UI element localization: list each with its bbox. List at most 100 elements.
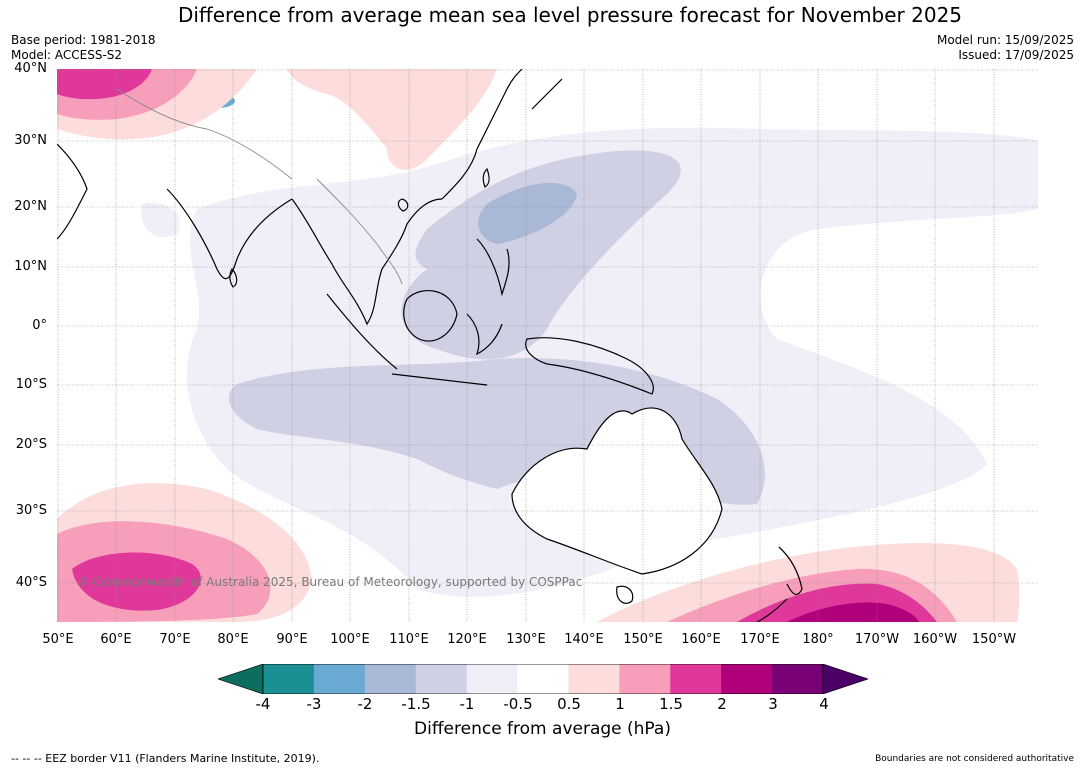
colorbar-segment (364, 664, 417, 694)
lat-label: 30°N (14, 133, 47, 148)
colorbar-segment (619, 664, 671, 694)
lon-label: 180° (802, 632, 834, 647)
lat-label: 40°S (15, 575, 47, 590)
lon-label: 160°W (912, 632, 958, 647)
coastline-sri-lanka (229, 268, 238, 288)
colorbar-tick: -2 (357, 695, 373, 713)
lon-label: 130°E (506, 632, 546, 647)
country-borders (116, 88, 403, 285)
colorbar-segment (415, 664, 468, 694)
anomaly-region-positive-southwest-core (72, 552, 201, 611)
lon-label: 50°E (42, 632, 74, 647)
coastline-new-zealand-north (778, 546, 803, 596)
model-name: Model: ACCESS-S2 (11, 48, 123, 62)
model-run: Model run: 15/09/2025 (936, 33, 1074, 47)
colorbar-segment (721, 664, 773, 694)
lat-label: 20°N (14, 199, 47, 214)
lon-label: 120°E (447, 632, 487, 647)
lon-label: 60°E (100, 632, 132, 647)
colorbar-tick: -4 (255, 695, 271, 713)
colorbar-tick: 0.5 (557, 695, 581, 713)
lat-label: 10°S (15, 377, 47, 392)
lon-label: 90°E (276, 632, 308, 647)
lat-label: 30°S (15, 503, 47, 518)
graticule (57, 69, 1038, 622)
colorbar-tick: -1.5 (401, 695, 431, 713)
coastline-philippines (476, 238, 510, 297)
coastline-new-guinea (525, 337, 654, 395)
eez-footnote: -- -- -- EEZ border V11 (Flanders Marine… (11, 752, 320, 765)
map-canvas (57, 69, 1038, 622)
colorbar-segment (313, 664, 366, 694)
border-southeast-asia (316, 178, 403, 285)
colorbar-tick: 3 (768, 695, 778, 713)
meta-left: Base period: 1981-2018 Model: ACCESS-S2 (11, 33, 156, 63)
colorbar-segment (517, 664, 569, 694)
coastlines (57, 69, 803, 622)
lon-label: 100°E (330, 632, 370, 647)
colorbar-segments (263, 664, 824, 694)
lon-label: 170°E (740, 632, 780, 647)
anomaly-region-moderate-negative (401, 150, 681, 360)
anomaly-region-weak-negative (187, 127, 1038, 597)
colorbar-label: Difference from average (hPa) (414, 719, 671, 739)
colorbar-segment (772, 664, 824, 694)
lon-label: 70°E (159, 632, 191, 647)
colorbar (218, 664, 868, 694)
lon-label: 140°E (564, 632, 604, 647)
coastline-sumatra (326, 293, 398, 370)
coastline-taiwan (482, 167, 490, 188)
colorbar-segment (466, 664, 519, 694)
boundaries-disclaimer: Boundaries are not considered authoritat… (875, 754, 1074, 764)
base-period: Base period: 1981-2018 (11, 33, 156, 47)
lon-label: 80°E (217, 632, 249, 647)
coastline-japan (531, 78, 563, 110)
colorbar-extend-max (822, 664, 868, 694)
meta-right: Model run: 15/09/2025 Issued: 17/09/2025 (937, 33, 1074, 63)
anomaly-region-positive-northwest-core (57, 69, 152, 100)
colorbar-tick: -3 (306, 695, 322, 713)
colorbar-segment (568, 664, 620, 694)
coastline-borneo (403, 290, 458, 342)
lat-label: 40°N (14, 61, 47, 76)
coastline-arabia-africa (57, 143, 88, 240)
lon-label: 110°E (389, 632, 429, 647)
lon-label: 150°W (971, 632, 1017, 647)
lat-label: 10°N (14, 259, 47, 274)
colorbar-segment (670, 664, 722, 694)
pressure-anomaly-map[interactable]: © Commonwealth of Australia 2025, Bureau… (57, 69, 1038, 622)
anomaly-region-strong-negative (478, 182, 577, 244)
coastline-australia (511, 407, 723, 575)
colorbar-tick: 1.5 (659, 695, 683, 713)
issued-date: Issued: 17/09/2025 (958, 48, 1074, 62)
anomaly-region-australia-neutral (512, 408, 722, 574)
border-south-asia (116, 88, 293, 180)
lon-label: 170°W (854, 632, 900, 647)
coastline-china (441, 69, 523, 200)
map-copyright: © Commonwealth of Australia 2025, Bureau… (77, 575, 583, 589)
coastline-tasmania (616, 585, 634, 604)
colorbar-tick: -1 (459, 695, 475, 713)
coastline-sulawesi (466, 313, 503, 356)
coastline-java (391, 373, 488, 386)
colorbar-frame (262, 664, 824, 694)
lon-label: 160°E (681, 632, 721, 647)
colorbar-tick: -0.5 (503, 695, 533, 713)
anomaly-fields (57, 69, 1038, 622)
lat-label: 0° (32, 318, 47, 333)
map-title: Difference from average mean sea level p… (177, 3, 963, 27)
colorbar-tick: 2 (717, 695, 727, 713)
anomaly-region-positive-china (287, 69, 497, 170)
coastline-india (166, 188, 293, 280)
colorbar-segment (263, 664, 315, 694)
colorbar-extend-min (218, 664, 264, 694)
lon-label: 150°E (623, 632, 663, 647)
coastline-southeast-asia (291, 198, 443, 326)
coastline-hainan (397, 198, 409, 212)
coastline-new-zealand-south (756, 598, 788, 622)
anomaly-region-positive-south-pacific-peak (787, 602, 919, 622)
lat-label: 20°S (15, 437, 47, 452)
colorbar-tick: 4 (819, 695, 829, 713)
colorbar-tick: 1 (615, 695, 625, 713)
anomaly-region-weak-negative-west (141, 203, 180, 238)
